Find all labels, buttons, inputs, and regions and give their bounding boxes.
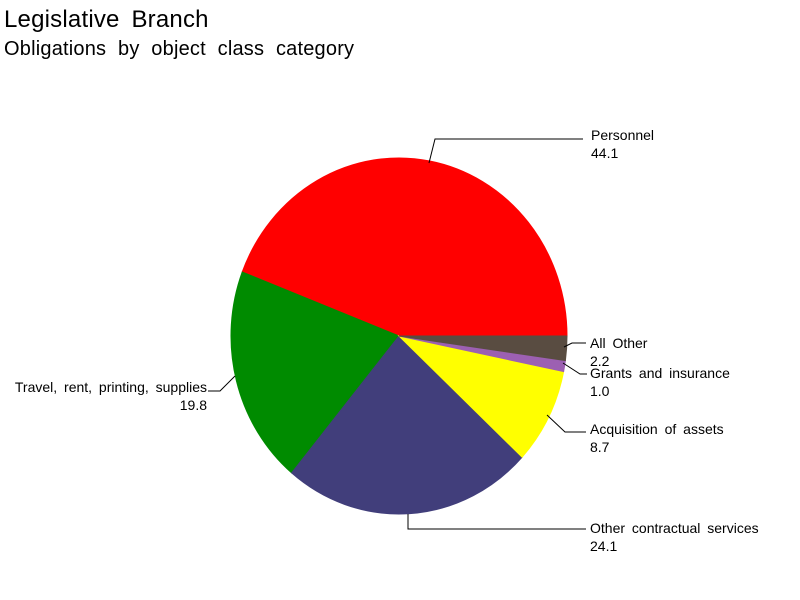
leader-line-personnel (428, 138, 583, 164)
chart-title: Legislative Branch (4, 6, 209, 33)
slice-label-personnel: Personnel (591, 127, 654, 143)
chart-subtitle: Obligations by object class category (4, 38, 355, 60)
slice-label-travel-rent-printing-supplies: Travel, rent, printing, supplies (15, 379, 207, 395)
leader-line-grants-and-insurance (562, 362, 587, 375)
slice-value-travel-rent-printing-supplies: 19.8 (180, 397, 207, 413)
slice-label-grants-and-insurance: Grants and insurance (590, 365, 730, 381)
pie-slice-other-contractual-services (290, 335, 523, 515)
pie-slice-acquisition-of-assets (397, 335, 565, 458)
leader-line-travel-rent-printing-supplies (208, 375, 236, 392)
slice-label-other-contractual-services: Other contractual services (590, 520, 759, 536)
slice-value-grants-and-insurance: 1.0 (590, 383, 610, 399)
slice-value-all-other: 2.2 (590, 353, 610, 369)
pie-slice-travel-rent-printing-supplies (230, 271, 400, 474)
leader-line-other-contractual-services (407, 514, 586, 530)
leader-line-all-other (563, 342, 586, 348)
leader-line-acquisition-of-assets (546, 414, 586, 433)
slice-value-acquisition-of-assets: 8.7 (590, 439, 610, 455)
slice-value-personnel: 44.1 (591, 145, 618, 161)
pie-slice-all-other (398, 335, 568, 362)
slice-label-acquisition-of-assets: Acquisition of assets (590, 421, 724, 437)
slice-label-all-other: All Other (590, 335, 648, 351)
slice-value-other-contractual-services: 24.1 (590, 538, 617, 554)
